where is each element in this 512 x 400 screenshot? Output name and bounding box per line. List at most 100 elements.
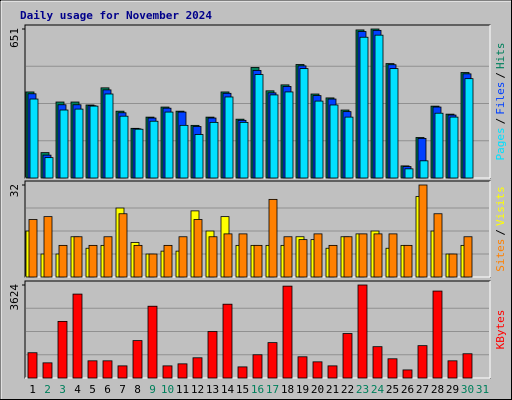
bar: [342, 333, 353, 379]
bar: [43, 216, 53, 278]
bar: [164, 111, 174, 179]
bar: [404, 168, 414, 179]
bar: [178, 236, 188, 278]
bar: [254, 74, 264, 179]
x-tick-label: 6: [104, 383, 111, 396]
bar: [284, 91, 294, 179]
bar: [194, 134, 204, 179]
bar: [327, 365, 338, 379]
bar: [357, 284, 368, 379]
bar: [402, 369, 413, 379]
x-tick-label: 7: [119, 383, 126, 396]
bar: [29, 98, 39, 179]
legend-separator: /: [494, 118, 507, 125]
x-tick-label: 30: [461, 383, 474, 396]
bar: [117, 365, 128, 379]
x-tick-label: 10: [161, 383, 174, 396]
y-tick-label: 3624: [8, 284, 21, 311]
y-tick-label: 651: [8, 28, 21, 48]
bar: [372, 346, 383, 379]
bar: [389, 68, 399, 179]
x-tick-label: 2: [44, 383, 51, 396]
bar: [312, 361, 323, 379]
y-tick-label: 32: [8, 184, 21, 197]
bar: [358, 233, 368, 278]
bar: [102, 360, 113, 379]
legend-entry: Hits: [494, 43, 507, 70]
bar: [163, 244, 173, 278]
x-tick-label: 18: [281, 383, 294, 396]
bar: [433, 213, 443, 278]
bar: [133, 244, 143, 278]
bar: [237, 366, 248, 379]
bar: [223, 233, 233, 278]
x-tick-label: 22: [341, 383, 354, 396]
bar: [418, 184, 428, 278]
bar: [44, 157, 54, 179]
x-tick-label: 13: [206, 383, 219, 396]
x-tick-label: 17: [266, 383, 279, 396]
x-tick-label: 4: [74, 383, 81, 396]
bar: [374, 34, 384, 179]
x-tick-label: 29: [446, 383, 459, 396]
bar: [239, 121, 249, 179]
bar: [449, 116, 459, 179]
bar: [73, 236, 83, 278]
bar: [72, 293, 83, 379]
bar: [209, 121, 219, 179]
bar: [448, 253, 458, 278]
bar: [59, 109, 69, 179]
x-tick-label: 19: [296, 383, 309, 396]
bar: [268, 198, 278, 278]
bar: [253, 244, 263, 278]
bar: [252, 354, 263, 379]
bar: [283, 236, 293, 278]
bar: [88, 244, 98, 278]
bar: [177, 363, 188, 379]
bar: [388, 233, 398, 278]
bar: [118, 213, 128, 278]
bar: [314, 100, 324, 179]
x-tick-label: 15: [236, 383, 249, 396]
bar: [463, 236, 473, 278]
x-tick-label: 23: [356, 383, 369, 396]
bar: [403, 244, 413, 278]
bar: [149, 120, 159, 179]
x-tick-label: 27: [416, 383, 429, 396]
bar: [282, 285, 293, 379]
bar: [119, 115, 129, 179]
legend-separator: /: [494, 229, 507, 236]
bar: [207, 331, 218, 379]
bar: [419, 160, 429, 179]
bar: [432, 290, 443, 379]
bar: [238, 233, 248, 278]
bar: [269, 94, 279, 179]
legend-separator: /: [494, 72, 507, 79]
bar: [344, 116, 354, 179]
legend: Sites / Visits: [494, 186, 507, 272]
bar: [208, 236, 218, 278]
bar: [89, 105, 99, 179]
x-tick-label: 12: [191, 383, 204, 396]
bar: [147, 305, 158, 379]
bar: [162, 365, 173, 379]
legend: KBytes: [494, 310, 507, 350]
bar: [387, 358, 398, 379]
bar: [343, 236, 353, 278]
x-tick-label: 5: [89, 383, 96, 396]
x-tick-label: 9: [149, 383, 156, 396]
bar: [297, 356, 308, 379]
chart-title: Daily usage for November 2024: [20, 9, 212, 22]
bar: [87, 360, 98, 379]
bar: [57, 320, 68, 379]
bar: [132, 340, 143, 379]
bar: [329, 104, 339, 179]
bar: [298, 239, 308, 278]
legend-entry: Sites: [494, 239, 507, 272]
bar: [267, 342, 278, 379]
bar: [224, 96, 234, 179]
x-tick-label: 28: [431, 383, 444, 396]
bar: [103, 236, 113, 278]
bar: [373, 233, 383, 278]
